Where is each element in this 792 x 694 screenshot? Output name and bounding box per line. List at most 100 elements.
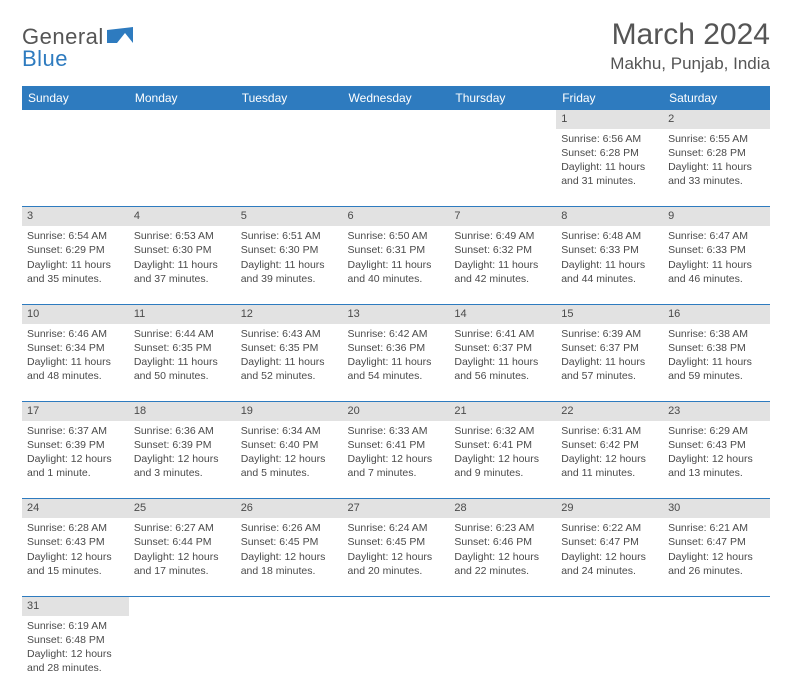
sunrise-text: Sunrise: 6:43 AM bbox=[241, 327, 338, 341]
day1-text: Daylight: 12 hours bbox=[668, 550, 765, 564]
day-cell: Sunrise: 6:22 AMSunset: 6:47 PMDaylight:… bbox=[556, 518, 663, 596]
sunrise-text: Sunrise: 6:27 AM bbox=[134, 521, 231, 535]
day1-text: Daylight: 11 hours bbox=[348, 355, 445, 369]
title-block: March 2024 Makhu, Punjab, India bbox=[610, 18, 770, 74]
day-cell bbox=[556, 616, 663, 694]
day-number bbox=[236, 110, 343, 129]
day1-text: Daylight: 12 hours bbox=[348, 452, 445, 466]
location: Makhu, Punjab, India bbox=[610, 54, 770, 74]
sunset-text: Sunset: 6:47 PM bbox=[561, 535, 658, 549]
day-cell: Sunrise: 6:43 AMSunset: 6:35 PMDaylight:… bbox=[236, 324, 343, 402]
day-cell: Sunrise: 6:42 AMSunset: 6:36 PMDaylight:… bbox=[343, 324, 450, 402]
sunset-text: Sunset: 6:44 PM bbox=[134, 535, 231, 549]
sunset-text: Sunset: 6:33 PM bbox=[561, 243, 658, 257]
day-content-row: Sunrise: 6:46 AMSunset: 6:34 PMDaylight:… bbox=[22, 324, 770, 402]
day1-text: Daylight: 11 hours bbox=[27, 355, 124, 369]
logo-text-blue: Blue bbox=[22, 46, 68, 71]
sunrise-text: Sunrise: 6:53 AM bbox=[134, 229, 231, 243]
sunrise-text: Sunrise: 6:42 AM bbox=[348, 327, 445, 341]
day1-text: Daylight: 12 hours bbox=[134, 550, 231, 564]
sunset-text: Sunset: 6:45 PM bbox=[348, 535, 445, 549]
day1-text: Daylight: 11 hours bbox=[454, 258, 551, 272]
day-cell bbox=[663, 616, 770, 694]
day2-text: and 37 minutes. bbox=[134, 272, 231, 286]
sunset-text: Sunset: 6:43 PM bbox=[668, 438, 765, 452]
day1-text: Daylight: 11 hours bbox=[561, 355, 658, 369]
day-number-row: 31 bbox=[22, 596, 770, 615]
sunset-text: Sunset: 6:33 PM bbox=[668, 243, 765, 257]
day-content-row: Sunrise: 6:56 AMSunset: 6:28 PMDaylight:… bbox=[22, 129, 770, 207]
day-number: 9 bbox=[663, 207, 770, 226]
day-number: 24 bbox=[22, 499, 129, 518]
sunrise-text: Sunrise: 6:38 AM bbox=[668, 327, 765, 341]
day2-text: and 40 minutes. bbox=[348, 272, 445, 286]
day-number bbox=[343, 596, 450, 615]
day1-text: Daylight: 12 hours bbox=[561, 550, 658, 564]
day1-text: Daylight: 11 hours bbox=[241, 258, 338, 272]
sunset-text: Sunset: 6:41 PM bbox=[348, 438, 445, 452]
day1-text: Daylight: 12 hours bbox=[241, 550, 338, 564]
sunrise-text: Sunrise: 6:55 AM bbox=[668, 132, 765, 146]
day-cell: Sunrise: 6:54 AMSunset: 6:29 PMDaylight:… bbox=[22, 226, 129, 304]
day-number bbox=[449, 110, 556, 129]
sunrise-text: Sunrise: 6:24 AM bbox=[348, 521, 445, 535]
day-number-row: 12 bbox=[22, 110, 770, 129]
day1-text: Daylight: 12 hours bbox=[241, 452, 338, 466]
day-number: 29 bbox=[556, 499, 663, 518]
day-number: 28 bbox=[449, 499, 556, 518]
day-cell: Sunrise: 6:28 AMSunset: 6:43 PMDaylight:… bbox=[22, 518, 129, 596]
day2-text: and 24 minutes. bbox=[561, 564, 658, 578]
day-cell: Sunrise: 6:21 AMSunset: 6:47 PMDaylight:… bbox=[663, 518, 770, 596]
day-cell: Sunrise: 6:29 AMSunset: 6:43 PMDaylight:… bbox=[663, 421, 770, 499]
day-cell: Sunrise: 6:44 AMSunset: 6:35 PMDaylight:… bbox=[129, 324, 236, 402]
month-title: March 2024 bbox=[610, 18, 770, 52]
day2-text: and 11 minutes. bbox=[561, 466, 658, 480]
day2-text: and 1 minute. bbox=[27, 466, 124, 480]
day1-text: Daylight: 11 hours bbox=[668, 258, 765, 272]
day-cell bbox=[236, 616, 343, 694]
sunrise-text: Sunrise: 6:50 AM bbox=[348, 229, 445, 243]
day2-text: and 42 minutes. bbox=[454, 272, 551, 286]
day-cell bbox=[129, 616, 236, 694]
day2-text: and 22 minutes. bbox=[454, 564, 551, 578]
day-number: 14 bbox=[449, 304, 556, 323]
day-cell bbox=[449, 129, 556, 207]
day1-text: Daylight: 12 hours bbox=[27, 550, 124, 564]
day-cell: Sunrise: 6:37 AMSunset: 6:39 PMDaylight:… bbox=[22, 421, 129, 499]
sunset-text: Sunset: 6:28 PM bbox=[561, 146, 658, 160]
day2-text: and 54 minutes. bbox=[348, 369, 445, 383]
day-cell bbox=[129, 129, 236, 207]
day-number bbox=[343, 110, 450, 129]
day-number: 3 bbox=[22, 207, 129, 226]
day-cell: Sunrise: 6:51 AMSunset: 6:30 PMDaylight:… bbox=[236, 226, 343, 304]
sunrise-text: Sunrise: 6:23 AM bbox=[454, 521, 551, 535]
day1-text: Daylight: 12 hours bbox=[668, 452, 765, 466]
day2-text: and 39 minutes. bbox=[241, 272, 338, 286]
day-cell: Sunrise: 6:33 AMSunset: 6:41 PMDaylight:… bbox=[343, 421, 450, 499]
sunrise-text: Sunrise: 6:28 AM bbox=[27, 521, 124, 535]
sunrise-text: Sunrise: 6:36 AM bbox=[134, 424, 231, 438]
day-number bbox=[556, 596, 663, 615]
sunrise-text: Sunrise: 6:19 AM bbox=[27, 619, 124, 633]
day-number: 11 bbox=[129, 304, 236, 323]
day1-text: Daylight: 12 hours bbox=[134, 452, 231, 466]
day1-text: Daylight: 12 hours bbox=[27, 452, 124, 466]
sunrise-text: Sunrise: 6:37 AM bbox=[27, 424, 124, 438]
day-content-row: Sunrise: 6:54 AMSunset: 6:29 PMDaylight:… bbox=[22, 226, 770, 304]
day-cell: Sunrise: 6:27 AMSunset: 6:44 PMDaylight:… bbox=[129, 518, 236, 596]
day-number-row: 3456789 bbox=[22, 207, 770, 226]
day-number-row: 24252627282930 bbox=[22, 499, 770, 518]
day-cell: Sunrise: 6:32 AMSunset: 6:41 PMDaylight:… bbox=[449, 421, 556, 499]
day-number: 8 bbox=[556, 207, 663, 226]
day-cell: Sunrise: 6:36 AMSunset: 6:39 PMDaylight:… bbox=[129, 421, 236, 499]
sunrise-text: Sunrise: 6:33 AM bbox=[348, 424, 445, 438]
day2-text: and 28 minutes. bbox=[27, 661, 124, 675]
day2-text: and 31 minutes. bbox=[561, 174, 658, 188]
sunset-text: Sunset: 6:45 PM bbox=[241, 535, 338, 549]
day1-text: Daylight: 11 hours bbox=[134, 258, 231, 272]
day-cell: Sunrise: 6:48 AMSunset: 6:33 PMDaylight:… bbox=[556, 226, 663, 304]
day-cell bbox=[449, 616, 556, 694]
day-number: 2 bbox=[663, 110, 770, 129]
day-number: 18 bbox=[129, 402, 236, 421]
day-number bbox=[129, 110, 236, 129]
